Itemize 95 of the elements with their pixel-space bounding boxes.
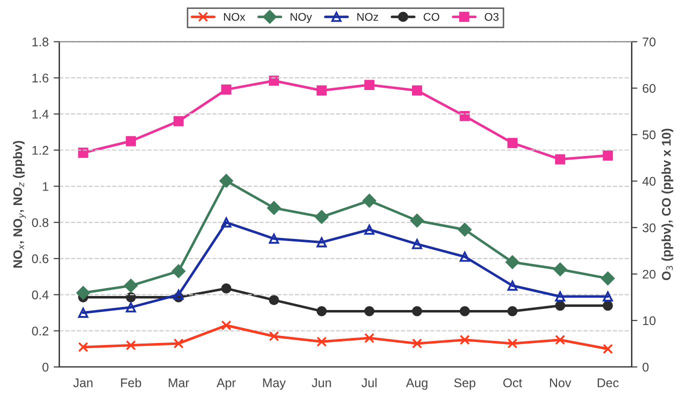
y-tick-label: 0.4: [32, 290, 49, 300]
point: [602, 150, 613, 161]
point: [174, 116, 184, 126]
point: [555, 154, 566, 164]
point: [553, 262, 567, 276]
y2-tick-label: 20: [642, 270, 656, 279]
x-tick-label: Jun: [312, 378, 331, 388]
y-tick-label: 0: [42, 362, 48, 372]
point: [126, 302, 136, 312]
point: [460, 252, 470, 262]
point: [126, 136, 136, 146]
point: [555, 334, 566, 345]
point: [364, 306, 374, 316]
y-axis-title: NO$_{x}$, NO$_{y}$, NO$_{z}$ (ppbv): [12, 140, 26, 268]
point: [507, 306, 518, 316]
x-tick-label: Mar: [168, 378, 190, 388]
point: [460, 306, 470, 316]
point: [555, 300, 566, 311]
y-tick-label: 1.8: [32, 38, 48, 46]
point: [78, 148, 88, 158]
legend-label: NOy: [290, 12, 312, 24]
x-tick-label: Aug: [406, 378, 428, 390]
y-tick-label: 1: [42, 182, 48, 191]
point: [412, 306, 422, 316]
point: [412, 85, 422, 96]
y2-tick-label: 30: [642, 223, 656, 232]
x-tick-label: Jan: [73, 378, 92, 388]
point: [174, 290, 184, 300]
point: [221, 217, 232, 228]
legend-label: O3: [484, 12, 499, 21]
point: [221, 320, 232, 330]
point: [314, 210, 328, 224]
point: [555, 291, 566, 302]
y2-tick-label: 10: [643, 316, 656, 326]
point: [316, 336, 327, 347]
point: [364, 80, 374, 90]
point: [267, 201, 281, 215]
point: [460, 110, 470, 122]
point: [316, 237, 327, 248]
point: [507, 338, 518, 349]
x-tick-label: Nov: [550, 378, 572, 388]
point: [76, 286, 90, 300]
x-tick-label: Oct: [503, 378, 522, 388]
y2-axis-title: O$_{3}$ (ppbv), CO (ppbv x 10): [662, 128, 674, 280]
point: [412, 239, 422, 250]
point: [268, 294, 280, 306]
point: [268, 76, 280, 86]
legend-label: NOz: [357, 12, 378, 21]
point: [362, 194, 376, 208]
y2-tick-label: 60: [642, 84, 656, 93]
point: [124, 278, 138, 292]
point: [316, 306, 327, 316]
y-tick-label: 0.6: [32, 254, 48, 264]
point: [460, 334, 470, 345]
y-tick-label: 1.6: [32, 74, 48, 82]
point: [316, 85, 327, 96]
point: [174, 338, 184, 349]
point: [78, 308, 88, 318]
x-tick-label: Sep: [454, 378, 476, 390]
point: [602, 300, 613, 311]
y-tick-label: 0.8: [32, 218, 48, 228]
y2-tick-label: 0: [642, 362, 649, 372]
point: [410, 214, 424, 228]
point: [364, 224, 374, 235]
point: [364, 332, 374, 344]
point: [506, 255, 520, 269]
legend-label: NOx: [224, 12, 246, 21]
point: [601, 272, 615, 286]
point: [268, 331, 280, 342]
point: [172, 264, 186, 278]
point: [221, 283, 232, 294]
point: [219, 174, 234, 188]
point: [412, 338, 422, 349]
point: [602, 344, 613, 354]
y-tick-label: 0.2: [32, 326, 48, 336]
point: [126, 340, 136, 350]
point: [602, 291, 613, 302]
x-tick-label: Jul: [362, 378, 377, 388]
y-tick-label: 1.2: [32, 146, 48, 155]
point: [126, 292, 136, 302]
point: [268, 234, 280, 244]
y2-tick-label: 40: [642, 176, 656, 186]
point: [507, 138, 518, 148]
point: [507, 280, 518, 291]
y2-tick-label: 70: [642, 38, 656, 46]
y-tick-label: 1.4: [32, 110, 49, 119]
x-tick-label: May: [263, 378, 286, 390]
point: [221, 84, 232, 95]
x-tick-label: Apr: [216, 378, 236, 390]
y2-tick-label: 50: [642, 130, 656, 140]
point: [78, 342, 88, 352]
x-tick-label: Dec: [598, 378, 619, 388]
x-tick-label: Feb: [121, 378, 142, 388]
legend-label: CO: [424, 12, 440, 21]
point: [458, 222, 472, 236]
